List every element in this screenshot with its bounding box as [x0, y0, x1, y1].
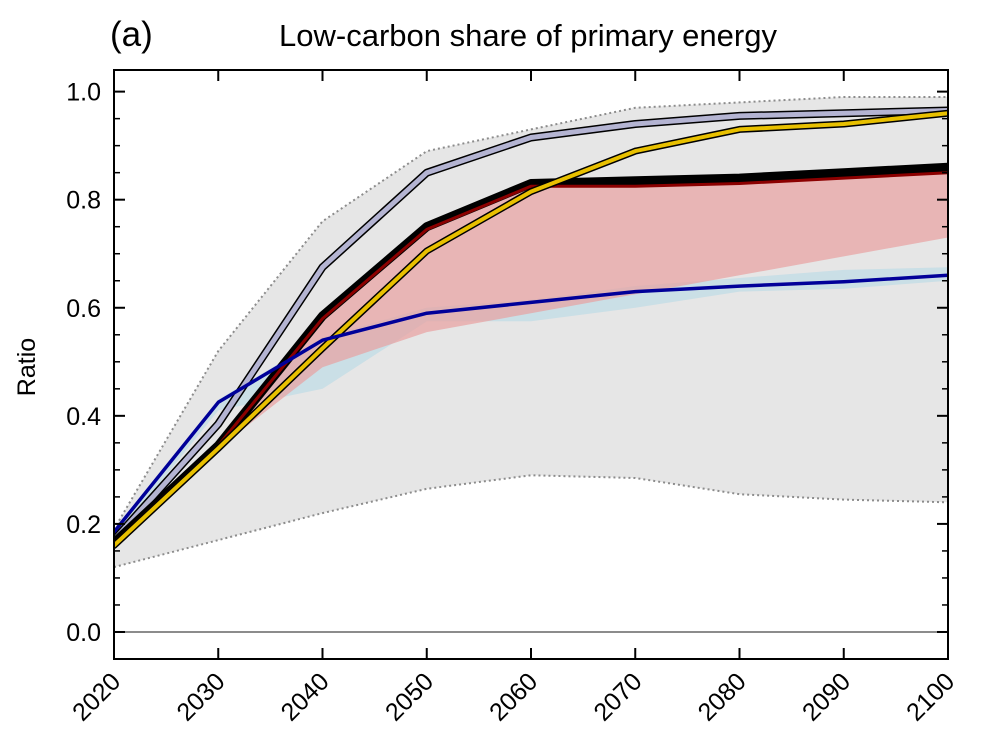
x-tick-label: 2090 [797, 667, 856, 726]
y-tick-label: 1.0 [66, 79, 101, 107]
series-1-line [114, 108, 948, 543]
x-tick-label: 2060 [484, 667, 543, 726]
range-band-1 [114, 97, 948, 568]
x-tick-label: 2020 [67, 667, 126, 726]
chart-title: Low-carbon share of primary energy [279, 18, 777, 53]
x-tick-label: 2080 [693, 667, 752, 726]
range-band-upper-edge [114, 96, 948, 530]
y-tick-label: 0.8 [66, 187, 101, 215]
series-5-line [114, 273, 948, 534]
x-tick-label: 2070 [588, 667, 647, 726]
y-tick-label: 0.4 [66, 403, 101, 431]
range-band-3 [114, 170, 948, 543]
y-tick-label: 0.2 [66, 511, 101, 539]
x-tick-label: 2100 [901, 667, 960, 726]
panel-label: (a) [110, 15, 153, 54]
x-tick-label: 2040 [276, 667, 335, 726]
y-axis-label: Ratio [13, 338, 41, 396]
x-tick-label: 2030 [171, 667, 230, 726]
range-band-lower-edge [114, 474, 948, 569]
plot-area [114, 96, 948, 633]
y-tick-label: 0.6 [66, 295, 101, 323]
series-4-line [114, 111, 948, 548]
x-tick-label: 2050 [380, 667, 439, 726]
y-tick-label: 0.0 [66, 619, 101, 647]
series-3-line [114, 171, 948, 545]
